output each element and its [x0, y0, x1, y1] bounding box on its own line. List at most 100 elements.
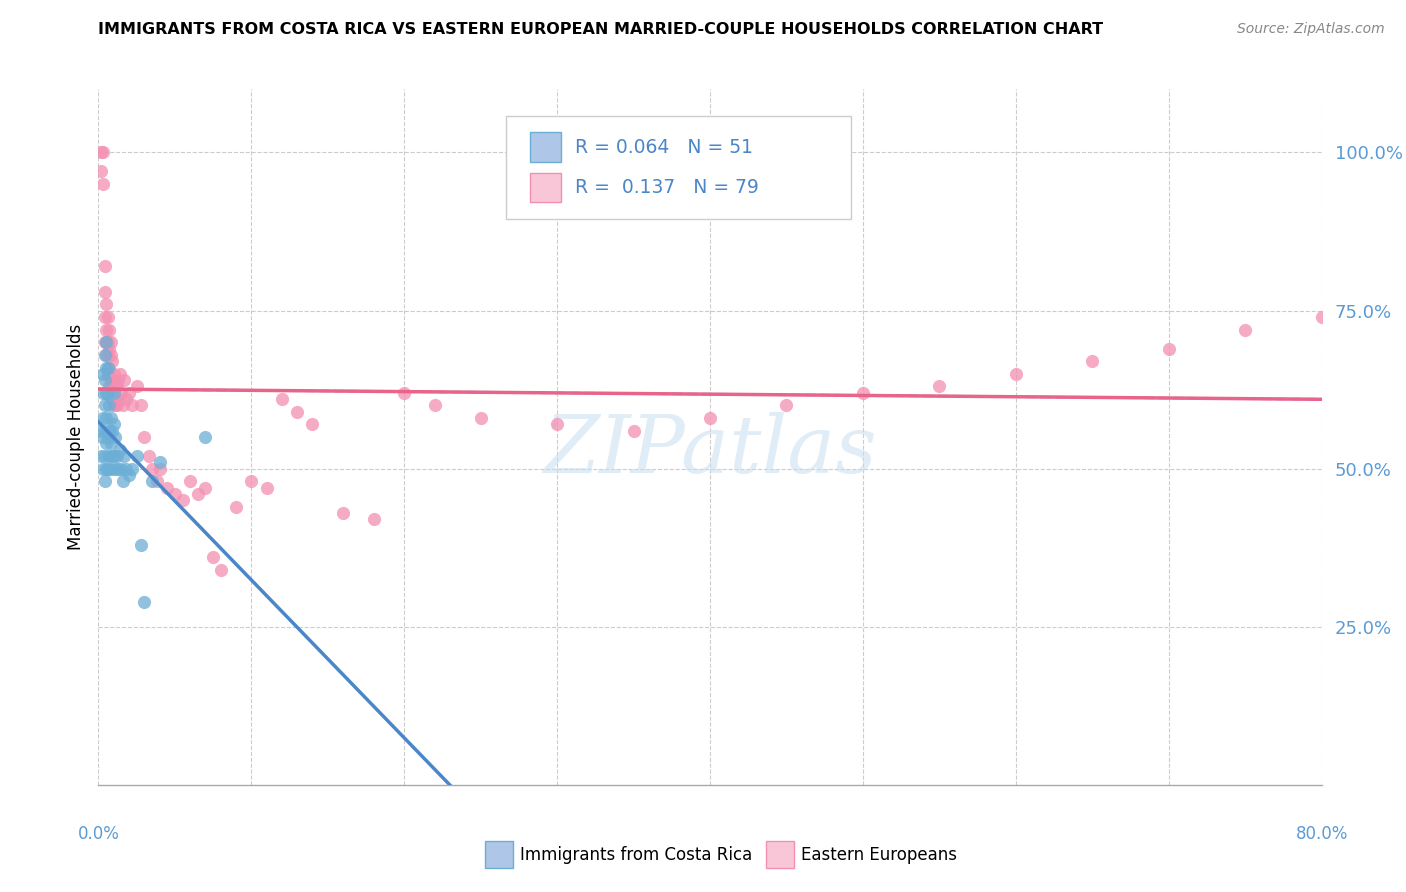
Point [111, 475, 134, 489]
Point [112, 373, 135, 387]
Point [94, 335, 117, 350]
Point [141, 461, 163, 475]
Point [108, 442, 131, 457]
Point [115, 392, 138, 406]
Point [138, 449, 160, 463]
Point [100, 373, 122, 387]
Point [98, 360, 121, 375]
Point [107, 461, 129, 475]
Point [149, 461, 172, 475]
Point [94, 297, 117, 311]
Point [90, 424, 112, 438]
Text: Source: ZipAtlas.com: Source: ZipAtlas.com [1237, 22, 1385, 37]
Point [98, 424, 121, 438]
Point [93, 475, 115, 489]
Text: 0.0%: 0.0% [77, 825, 120, 843]
Point [1310, 310, 1333, 324]
Point [97, 360, 120, 375]
Point [91, 145, 114, 160]
Point [104, 461, 127, 475]
Point [852, 385, 875, 400]
Point [94, 335, 117, 350]
Point [93, 310, 115, 324]
Point [101, 424, 124, 438]
Point [91, 177, 114, 191]
Point [93, 348, 115, 362]
Point [93, 424, 115, 438]
Point [194, 481, 217, 495]
Point [90, 164, 112, 178]
Point [775, 399, 797, 413]
Point [156, 481, 179, 495]
Point [100, 411, 122, 425]
Point [98, 342, 121, 356]
Point [129, 538, 152, 552]
Point [91, 385, 114, 400]
Point [103, 449, 125, 463]
Point [97, 385, 120, 400]
Point [107, 373, 129, 387]
Point [110, 385, 132, 400]
Point [134, 430, 156, 444]
Point [129, 399, 152, 413]
Text: Immigrants from Costa Rica: Immigrants from Costa Rica [520, 846, 752, 863]
Point [134, 594, 156, 608]
Point [225, 500, 247, 514]
Point [91, 367, 114, 381]
Point [111, 399, 134, 413]
Point [94, 436, 117, 450]
Point [98, 322, 121, 336]
Point [423, 399, 446, 413]
Point [98, 449, 121, 463]
Text: 80.0%: 80.0% [1295, 825, 1348, 843]
Point [94, 385, 117, 400]
Point [97, 367, 120, 381]
Point [93, 399, 115, 413]
Point [93, 373, 115, 387]
Point [93, 449, 115, 463]
Y-axis label: Married-couple Households: Married-couple Households [66, 324, 84, 550]
Point [363, 512, 385, 526]
Point [105, 399, 128, 413]
Point [121, 399, 143, 413]
Point [93, 285, 115, 299]
Point [125, 449, 148, 463]
Point [163, 487, 186, 501]
Point [91, 430, 114, 444]
Point [1157, 342, 1180, 356]
Point [172, 493, 194, 508]
Point [91, 461, 114, 475]
Point [91, 411, 114, 425]
Point [332, 506, 354, 520]
Point [546, 417, 568, 432]
Point [623, 424, 645, 438]
Point [97, 461, 120, 475]
Point [392, 385, 416, 400]
Point [104, 430, 127, 444]
Point [1234, 322, 1257, 336]
Point [104, 399, 127, 413]
Point [108, 367, 131, 381]
Point [928, 379, 950, 393]
Point [1004, 367, 1026, 381]
Point [125, 379, 148, 393]
Point [103, 417, 125, 432]
Point [94, 348, 117, 362]
Point [98, 399, 121, 413]
Point [141, 475, 163, 489]
Point [240, 475, 263, 489]
Point [94, 322, 117, 336]
Point [103, 399, 125, 413]
Point [115, 461, 138, 475]
Point [100, 335, 122, 350]
Point [285, 405, 308, 419]
Point [97, 430, 120, 444]
Point [101, 373, 124, 387]
Point [94, 411, 117, 425]
Point [209, 563, 232, 577]
Point [103, 385, 125, 400]
Text: ZIPatlas: ZIPatlas [543, 412, 877, 490]
Point [101, 354, 124, 368]
Point [101, 449, 124, 463]
Point [121, 461, 143, 475]
